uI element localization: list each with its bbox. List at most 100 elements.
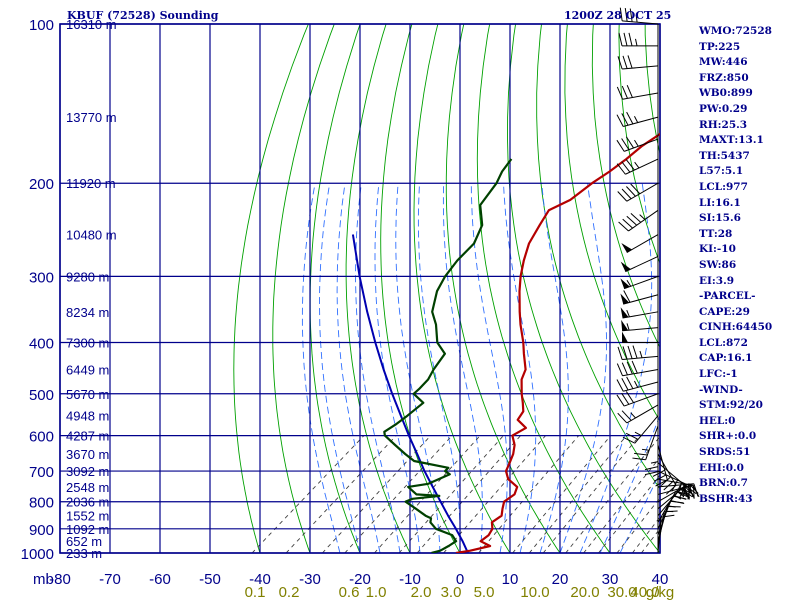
wind-barb-full [627,377,633,389]
mixing-ratio-label: 10.0 [520,584,549,600]
pressure-tick-label: 300 [29,269,54,286]
height-label: 7300 m [66,335,109,350]
index-value: L57:5.1 [699,164,799,180]
index-value: KI:-10 [699,242,799,258]
dry-adiabat-line [508,0,670,564]
height-label: 4287 m [66,429,109,444]
index-value: CAPE:29 [699,305,799,321]
wind-barb-full [623,56,627,69]
wind-barb-full [622,363,627,375]
wind-barb [658,501,684,535]
wind-barb-half [634,116,637,122]
index-value: SW:86 [699,258,799,274]
index-value: EI:3.9 [699,274,799,290]
moist-adiabat-line [580,183,652,553]
indices-panel: WMO:72528 TP:225 MW:446 FRZ:850 WB0:899 PW:0.… [699,24,799,507]
height-label: 8234 m [66,305,109,320]
pressure-tick-label: 900 [29,522,54,539]
wind-barb [622,331,658,342]
index-value: MW:446 [699,55,799,71]
wind-barb-staff [623,93,658,99]
wind-barb-staff [622,356,658,359]
height-label: 3670 m [66,447,109,462]
height-label: 2036 m [66,495,109,510]
wind-barb-half [631,413,636,418]
temperature-tick-label: -80 [49,571,71,588]
wind-barb [618,55,658,69]
mixing-ratio-line [479,436,579,553]
index-value: SHR+:0.0 [699,429,799,445]
wind-barb [617,377,658,391]
sounding-title: KBUF (72528) Sounding [67,9,218,22]
index-value: FRZ:850 [699,71,799,87]
wind-barb-pennant [620,278,629,288]
index-value: PW:0.29 [699,102,799,118]
temperature-tick-label: -70 [99,571,121,588]
wind-barb-half [636,39,638,46]
wind-barb-full [633,346,637,359]
dry-adiabat-line [234,0,318,564]
moist-adiabat-line [356,183,401,553]
pressure-tick-label: 600 [29,429,54,446]
pressure-tick-label: 800 [29,495,54,512]
dry-adiabat-line [273,0,344,564]
index-value: RH:25.3 [699,118,799,134]
pressure-tick-label: 400 [29,335,54,352]
wind-barb [619,210,658,231]
wind-barb-full [623,437,635,443]
wind-barb-full [628,346,632,359]
wind-barb [621,307,658,318]
moist-adiabat-line [302,183,340,553]
mixing-ratio-line [417,436,520,553]
height-label: 2548 m [66,480,109,495]
wind-barb-full [628,55,632,68]
mixing-ratio-label: 1.0 [366,584,387,600]
wind-barb-staff [623,370,658,376]
temperature-tick-label: 10 [502,571,519,588]
index-value: SI:15.6 [699,211,799,227]
index-value: LCL:872 [699,336,799,352]
temperature-tick-label: -60 [149,571,171,588]
wind-barb-full [645,467,658,470]
mixing-ratio-label: g/kg [646,584,674,600]
wind-barb [621,320,658,331]
mixing-ratio-label: 3.0 [441,584,462,600]
wind-barb-full [622,86,627,98]
height-label: 13770 m [66,110,117,125]
wind-barb-full [627,112,633,124]
mixing-ratio-label: 20.0 [570,584,599,600]
temperature-tick-label: -30 [299,571,321,588]
wind-barb-half [640,351,642,358]
wind-barb-full [629,33,632,46]
wind-barb-full [622,378,628,390]
wind-barb-full [617,115,623,127]
dry-adiabat-line [477,0,618,564]
mixing-ratio-line [286,436,396,553]
height-label: 10480 m [66,228,117,243]
index-value: CINH:64450 [699,320,799,336]
wind-barb-full [634,453,647,455]
wind-barb-half [635,162,639,168]
height-label: 3092 m [66,464,109,479]
mixing-ratio-line [513,436,611,553]
wind-barb [617,112,658,126]
index-value: EHI:0.0 [699,461,799,477]
index-value: WB0:899 [699,86,799,102]
index-value: HEL:0 [699,414,799,430]
wind-barb-half [634,381,637,387]
wind-barb-pennant [621,243,632,253]
wind-barb-half [634,140,638,146]
wind-barb-staff [623,382,658,391]
temperature-tick-label: 20 [552,571,569,588]
wind-barb-full [627,85,632,97]
height-label: 11920 m [66,176,116,191]
wind-barb-staff [622,66,658,69]
wind-barb-full [617,364,622,376]
index-value: MAXT:13.1 [699,133,799,149]
mixing-ratio-line [252,436,364,553]
index-value: STM:92/20 [699,398,799,414]
wind-barb [617,85,658,99]
wind-barb-full [632,458,645,460]
height-label: 9280 m [66,269,109,284]
